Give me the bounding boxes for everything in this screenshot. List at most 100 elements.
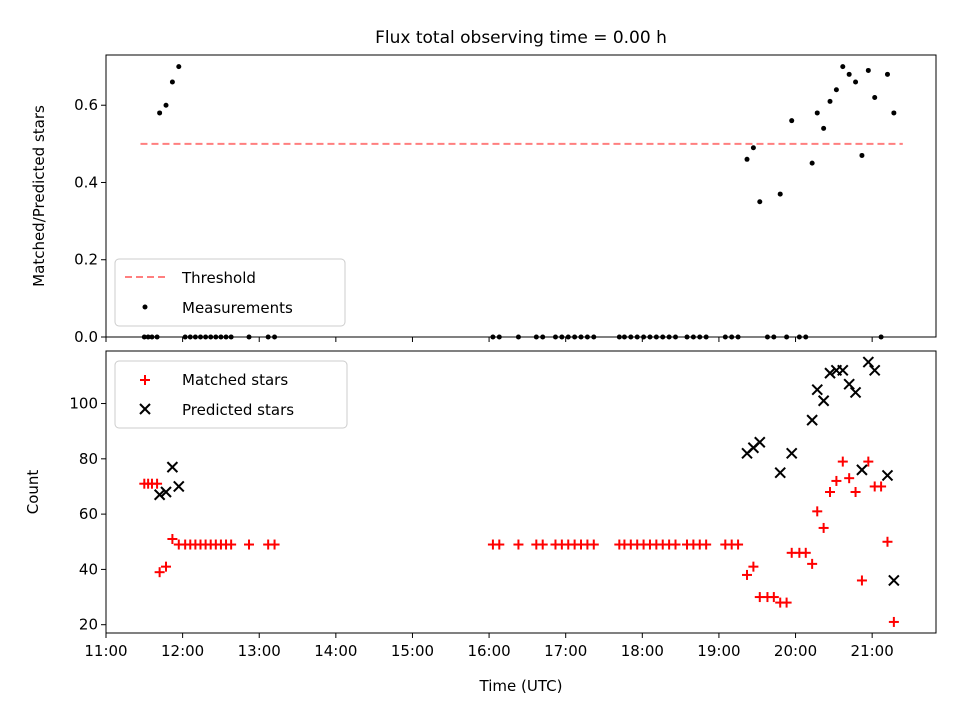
predicted-marker-b bbox=[774, 466, 786, 479]
measurement-point bbox=[157, 110, 163, 116]
predicted-star-point bbox=[888, 574, 900, 587]
measurement-point bbox=[865, 67, 871, 73]
matched-star-point bbox=[818, 522, 829, 533]
predicted-star-point bbox=[862, 356, 875, 368]
measurement-point bbox=[827, 98, 833, 104]
bottom-y-tick-label: 80 bbox=[79, 450, 98, 468]
x-axis-label: Time (UTC) bbox=[479, 677, 563, 695]
measurement-point bbox=[821, 125, 827, 131]
matched-star-point bbox=[588, 539, 599, 550]
matched-star-point bbox=[844, 473, 855, 484]
measurement-point bbox=[176, 64, 182, 70]
bottom-panel: 20 40 60 80 100 11:00 12:00 13:00 14:00 15:00 16:… bbox=[24, 350, 937, 695]
measurement-point bbox=[750, 145, 756, 151]
matched-star-point bbox=[494, 539, 505, 550]
matched-star-point bbox=[152, 478, 163, 489]
matched-star-point bbox=[768, 592, 779, 603]
matched-star-point bbox=[513, 539, 524, 550]
top-y-tick-label: 0.2 bbox=[74, 251, 98, 269]
matched-star-point bbox=[269, 539, 280, 550]
predicted-marker-b bbox=[837, 364, 849, 377]
legend-matched-swatch bbox=[140, 375, 150, 385]
x-tick-label: 11:00 bbox=[84, 642, 127, 660]
predicted-marker-b bbox=[153, 489, 166, 501]
matched-star-point bbox=[670, 539, 681, 550]
predicted-marker-b bbox=[811, 383, 823, 396]
predicted-marker-b bbox=[754, 436, 766, 448]
bottom-x-ticks: 11:00 12:00 13:00 14:00 15:00 16:00 17:00 18:00… bbox=[84, 633, 894, 660]
predicted-star-point bbox=[774, 466, 786, 479]
bottom-y-tick-label: 60 bbox=[79, 505, 98, 523]
measurement-point bbox=[853, 79, 859, 85]
x-tick-label: 20:00 bbox=[774, 642, 817, 660]
matched-star-point bbox=[537, 539, 548, 550]
top-y-axis-label: Matched/Predicted stars bbox=[30, 105, 48, 287]
matched-star-point bbox=[807, 558, 818, 569]
bottom-y-axis-label: Count bbox=[24, 470, 42, 515]
matched-star-point bbox=[701, 539, 712, 550]
predicted-star-point bbox=[881, 469, 894, 482]
predicted-marker-b bbox=[173, 480, 185, 493]
top-legend: Threshold Measurements bbox=[114, 258, 346, 327]
predicted-marker-b bbox=[817, 395, 830, 407]
matched-star-point bbox=[781, 597, 792, 608]
predicted-star-point bbox=[160, 486, 172, 498]
bottom-y-tick-label: 20 bbox=[79, 616, 98, 634]
legend-predicted-label: Predicted stars bbox=[182, 401, 294, 419]
bottom-legend-box bbox=[114, 360, 348, 429]
matched-star-point bbox=[876, 481, 887, 492]
matched-star-point bbox=[800, 547, 811, 558]
x-tick-label: 17:00 bbox=[544, 642, 587, 660]
predicted-star-point bbox=[173, 480, 185, 493]
predicted-marker-b bbox=[881, 469, 894, 482]
count-points bbox=[139, 356, 900, 627]
predicted-marker-b bbox=[849, 386, 862, 399]
matched-star-point bbox=[244, 539, 255, 550]
matched-star-point bbox=[863, 456, 874, 467]
measurement-point bbox=[809, 160, 815, 166]
matched-star-point bbox=[733, 539, 744, 550]
predicted-marker-b bbox=[869, 364, 881, 377]
measurement-point bbox=[891, 110, 897, 116]
predicted-marker-b bbox=[786, 447, 798, 460]
top-y-tick-label: 0.0 bbox=[74, 328, 98, 346]
top-panel: 0.0 0.2 0.4 0.6 Matched/Predicted stars Thr… bbox=[30, 54, 937, 346]
x-tick-label: 18:00 bbox=[621, 642, 664, 660]
x-tick-label: 12:00 bbox=[161, 642, 204, 660]
predicted-star-point bbox=[806, 414, 818, 426]
measurement-point bbox=[814, 110, 820, 116]
measurement-point bbox=[163, 102, 169, 108]
matched-star-point bbox=[748, 561, 759, 572]
matched-star-point bbox=[167, 534, 178, 544]
predicted-marker-b bbox=[856, 464, 868, 476]
predicted-star-point bbox=[849, 386, 862, 399]
predicted-marker-b bbox=[888, 574, 900, 587]
predicted-marker-b bbox=[160, 486, 172, 498]
x-tick-label: 13:00 bbox=[238, 642, 281, 660]
x-tick-label: 15:00 bbox=[391, 642, 434, 660]
predicted-marker-b bbox=[166, 461, 179, 473]
matched-star-point bbox=[850, 487, 861, 497]
predicted-star-point bbox=[856, 464, 868, 476]
predicted-star-point bbox=[754, 436, 766, 448]
matched-star-point bbox=[856, 575, 867, 586]
legend-matched-label: Matched stars bbox=[182, 371, 288, 389]
bottom-legend: Matched stars Predicted stars bbox=[114, 360, 348, 429]
measurement-point bbox=[833, 87, 839, 93]
bottom-axes-frame bbox=[105, 350, 937, 634]
bottom-y-tick-label: 40 bbox=[79, 560, 98, 578]
measurement-point bbox=[840, 64, 846, 70]
predicted-marker-b bbox=[806, 414, 818, 426]
top-legend-box bbox=[114, 258, 346, 327]
measurement-point bbox=[744, 156, 750, 162]
legend-measurements-label: Measurements bbox=[182, 299, 293, 317]
x-tick-label: 19:00 bbox=[697, 642, 740, 660]
matched-star-point bbox=[882, 536, 893, 547]
top-y-ticks: 0.0 0.2 0.4 0.6 bbox=[74, 96, 106, 346]
predicted-star-point bbox=[786, 447, 798, 460]
measurement-point bbox=[872, 94, 878, 100]
top-y-tick-label: 0.6 bbox=[74, 96, 98, 114]
measurement-point bbox=[884, 71, 890, 77]
matched-star-point bbox=[837, 456, 848, 467]
